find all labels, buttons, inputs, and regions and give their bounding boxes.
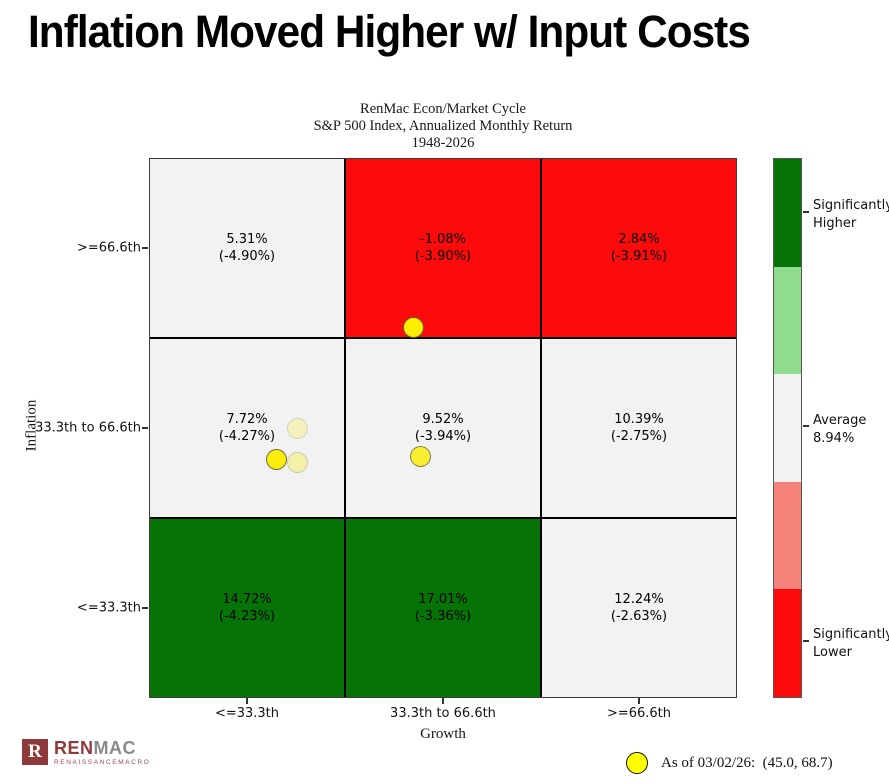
colorbar-label-line: Significantly: [813, 627, 889, 642]
renmac-logo-icon: R: [22, 739, 48, 765]
x-tick-mark: [442, 698, 444, 704]
as-of-legend: As of 03/02/26: (45.0, 68.7): [626, 752, 833, 774]
matrix-cell-r0c1: -1.08% (-3.90%): [346, 159, 540, 337]
matrix-cell-r1c1: 9.52% (-3.94%): [346, 339, 540, 517]
chart-title-line2: S&P 500 Index, Annualized Monthly Return: [313, 118, 573, 134]
colorbar-segment-higher: [774, 266, 801, 375]
cell-drawdown: (-3.90%): [414, 249, 472, 264]
chart-title-line3: 1948-2026: [411, 135, 475, 151]
x-tick-label-low: <=33.3th: [214, 706, 280, 721]
colorbar-segment-significantly-higher: [774, 159, 801, 267]
cell-return: 12.24%: [614, 592, 664, 607]
cell-return: -1.08%: [420, 232, 466, 247]
chart-title-line1: RenMac Econ/Market Cycle: [360, 101, 526, 117]
cell-return: 10.39%: [614, 412, 664, 427]
cell-return: 17.01%: [418, 592, 468, 607]
heatmap-grid: 5.31% (-4.90%) -1.08% (-3.90%) 2.84% (-3…: [149, 158, 737, 698]
heatmap-plot-area: 5.31% (-4.90%) -1.08% (-3.90%) 2.84% (-3…: [149, 158, 737, 698]
colorbar-label-line: Higher: [813, 216, 857, 231]
cell-return: 2.84%: [618, 232, 660, 247]
x-tick-mark: [638, 698, 640, 704]
logo-name-secondary: MAC: [93, 738, 137, 758]
cell-drawdown: (-3.36%): [414, 609, 472, 624]
cell-return: 14.72%: [222, 592, 272, 607]
cell-drawdown: (-2.75%): [610, 429, 668, 444]
renmac-logo: R RENMAC RENAISSANCEMACRO: [22, 739, 150, 766]
x-tick-label-high: >=66.6th: [606, 706, 672, 721]
colorbar-label-average: Average 8.94%: [813, 412, 866, 448]
colorbar-tick: [803, 640, 809, 642]
colorbar-label-line: Lower: [813, 645, 852, 660]
y-tick-mark: [142, 247, 148, 249]
colorbar-label-line: Significantly: [813, 198, 889, 213]
y-tick-label-low: <=33.3th: [76, 600, 141, 616]
legend-text: As of 03/02/26: (45.0, 68.7): [661, 754, 833, 771]
matrix-cell-r2c0: 14.72% (-4.23%): [150, 519, 344, 697]
y-tick-mark: [142, 427, 148, 429]
colorbar-tick: [803, 211, 809, 213]
colorbar-label-line: 8.94%: [813, 431, 855, 446]
cell-drawdown: (-3.91%): [610, 249, 668, 264]
renmac-logo-subtext: RENAISSANCEMACRO: [54, 759, 151, 766]
cell-drawdown: (-4.90%): [218, 249, 276, 264]
colorbar: [773, 158, 802, 698]
matrix-cell-r2c1: 17.01% (-3.36%): [346, 519, 540, 697]
cell-return: 7.72%: [226, 412, 268, 427]
matrix-cell-r0c2: 2.84% (-3.91%): [542, 159, 736, 337]
matrix-cell-r1c0: 7.72% (-4.27%): [150, 339, 344, 517]
renmac-logo-name: RENMAC: [54, 739, 150, 757]
renmac-logo-text: RENMAC RENAISSANCEMACRO: [54, 739, 150, 766]
colorbar-tick: [803, 425, 809, 427]
colorbar-segment-average: [774, 374, 801, 482]
y-tick-mark: [142, 607, 148, 609]
y-tick-label-mid: 33.3th to 66.6th: [35, 420, 141, 436]
legend-marker-circle: [626, 752, 648, 774]
x-tick-label-mid: 33.3th to 66.6th: [390, 706, 496, 721]
chart-title: RenMac Econ/Market Cycle S&P 500 Index, …: [149, 101, 737, 152]
cell-return: 9.52%: [422, 412, 464, 427]
page-title: Inflation Moved Higher w/ Input Costs: [28, 6, 751, 57]
x-tick-mark: [246, 698, 248, 704]
matrix-cell-r0c0: 5.31% (-4.90%): [150, 159, 344, 337]
y-tick-label-high: >=66.6th: [76, 240, 141, 256]
cell-drawdown: (-3.94%): [414, 429, 472, 444]
colorbar-label-line: Average: [813, 413, 867, 428]
x-axis-title: Growth: [420, 726, 466, 742]
matrix-cell-r1c2: 10.39% (-2.75%): [542, 339, 736, 517]
cell-return: 5.31%: [226, 232, 268, 247]
cell-drawdown: (-4.27%): [218, 429, 276, 444]
colorbar-segment-significantly-lower: [774, 589, 801, 697]
colorbar-label-higher: Significantly Higher: [813, 197, 889, 233]
colorbar-segment-lower: [774, 481, 801, 590]
cell-drawdown: (-4.23%): [218, 609, 276, 624]
logo-name-primary: REN: [54, 738, 94, 758]
matrix-cell-r2c2: 12.24% (-2.63%): [542, 519, 736, 697]
cell-drawdown: (-2.63%): [610, 609, 668, 624]
colorbar-label-lower: Significantly Lower: [813, 626, 889, 662]
